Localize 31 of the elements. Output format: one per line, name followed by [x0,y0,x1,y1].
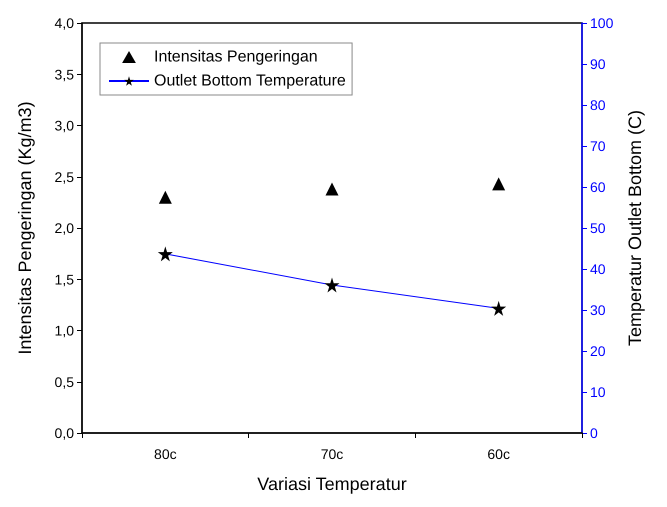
y2-tick-label: 30 [590,302,606,318]
y2-tick-label: 100 [590,15,614,31]
y-tick-label: 3,0 [54,118,74,134]
point [492,177,506,190]
y2-tick-label: 0 [590,425,598,441]
y2-tick-label: 50 [590,220,606,236]
y-tick-label: 1,5 [54,271,74,288]
y-tick-label: 3,5 [54,66,74,82]
y-tick-label: 0,0 [54,425,74,441]
y-tick-label: 4,0 [54,15,74,31]
point [158,190,172,204]
y2-tick-label: 20 [590,343,606,359]
x-tick-label: 80c [154,446,177,462]
y2-tick-label: 80 [590,97,606,113]
y2-axis-title: Temperatur Outlet Bottom (C) [625,110,645,346]
y-tick-label: 2,0 [54,220,74,236]
y2-tick-label: 60 [590,179,606,195]
y-axis-title: Intensitas Pengeringan (Kg/m3) [15,101,35,355]
y-tick-label: 2,5 [54,168,74,185]
x-tick-label: 70c [320,446,344,462]
legend-label: Intensitas Pengeringan [154,48,318,66]
y-tick-label: 0,5 [54,374,74,390]
point [326,182,338,196]
x-axis-title: Variasi Temperatur [257,474,407,494]
x-tick-label: 60c [487,446,510,462]
y2-tick-label: 70 [590,138,606,154]
legend-label: Outlet Bottom Temperature [154,72,346,90]
y2-tick-label: 10 [590,384,606,400]
y2-tick-label: 40 [590,261,606,277]
y2-tick-label: 90 [590,56,606,72]
y-tick-label: 1,0 [54,322,74,338]
